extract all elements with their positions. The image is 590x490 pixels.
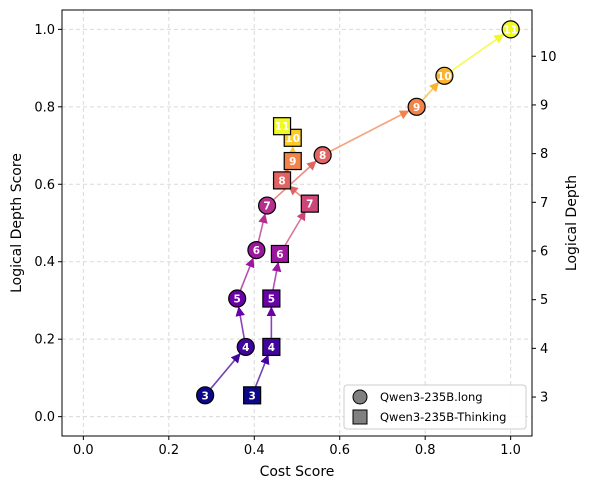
circle-point-depth-6[interactable]: 6 (247, 241, 266, 260)
square-point-depth-8[interactable]: 8 (272, 171, 292, 190)
circle-marker (196, 386, 215, 405)
plot-frame (61, 9, 533, 437)
circle-marker (257, 196, 277, 215)
series-0-segment (451, 33, 505, 72)
series-1-segment (283, 210, 306, 247)
y2-axis-title: Logical Depth (564, 175, 580, 271)
square-marker (243, 386, 262, 405)
y2-tick-label: 5 (540, 293, 548, 308)
square-marker (262, 289, 281, 308)
grid (62, 10, 532, 436)
x-tick-label: 0.2 (158, 443, 179, 458)
circle-marker (435, 66, 454, 85)
y2-tick-label: 6 (540, 244, 548, 259)
series-1-segment (271, 261, 282, 290)
circle-point-depth-3[interactable]: 3 (196, 386, 215, 405)
axes: 0.0 0.2 0.4 0.6 0.8 1.0 0.0 0.2 0.4 0.6 0.8 1.0 3 4 5 6… (34, 23, 556, 458)
circle-point-depth-5[interactable]: 5 (228, 289, 247, 308)
depth-label: 9 (289, 156, 296, 168)
depth-label: 5 (234, 294, 241, 306)
y-tick-label: 0.4 (34, 255, 55, 270)
x-tick-label: 0.4 (244, 443, 265, 458)
square-point-depth-7[interactable]: 7 (300, 194, 319, 213)
square-marker (283, 151, 302, 171)
square-marker (262, 337, 281, 357)
depth-label: 10 (285, 133, 300, 145)
series-1-segment (288, 185, 304, 199)
depth-label: 11 (503, 24, 518, 36)
series-0-segment (273, 160, 317, 201)
depth-label: 11 (275, 121, 290, 133)
circle-point-depth-9[interactable]: 9 (407, 97, 426, 116)
y-tick-label: 0.0 (34, 410, 55, 425)
square-point-depth-11[interactable]: 11 (272, 117, 292, 136)
y-tick-label: 0.8 (34, 100, 55, 115)
square-point-depth-5[interactable]: 5 (262, 289, 281, 308)
y2-tick-label: 7 (540, 196, 548, 211)
depth-label: 6 (276, 249, 283, 261)
circle-marker (247, 241, 266, 260)
x-tick-label: 0.6 (329, 443, 350, 458)
y2-tick-label: 8 (540, 147, 548, 162)
depth-label: 3 (201, 390, 208, 402)
square-marker (272, 171, 292, 190)
depth-label: 10 (437, 71, 452, 83)
y-tick-label: 0.6 (34, 178, 55, 193)
series-lines (210, 33, 505, 389)
legend-square-swatch (352, 409, 368, 425)
y2-tick-label: 4 (540, 342, 548, 357)
series-1-segment (254, 354, 270, 388)
square-point-depth-4[interactable]: 4 (262, 337, 281, 357)
circle-marker (236, 337, 255, 357)
square-point-depth-6[interactable]: 6 (270, 244, 290, 264)
y2-tick-label: 3 (540, 391, 548, 406)
square-point-depth-9[interactable]: 9 (283, 151, 302, 171)
y-tick-label: 0.2 (34, 333, 55, 348)
series-0-segment (257, 213, 268, 242)
depth-label: 4 (242, 342, 249, 354)
y-tick-label: 1.0 (34, 23, 55, 38)
legend-label: Qwen3-235B-Thinking (380, 410, 506, 424)
square-point-depth-3[interactable]: 3 (243, 386, 262, 405)
x-tick-label: 0.0 (73, 443, 94, 458)
legend-box (343, 384, 527, 430)
x-tick-label: 0.8 (415, 443, 436, 458)
circle-point-depth-4[interactable]: 4 (236, 337, 255, 357)
x-axis-title: Cost Score (260, 464, 335, 480)
legend: Qwen3-235B.long Qwen3-235B-Thinking (343, 384, 527, 430)
x-tick-label: 1.0 (500, 443, 521, 458)
depth-label: 8 (278, 175, 285, 187)
y2-tick-label: 10 (540, 50, 557, 65)
depth-label: 3 (248, 390, 255, 402)
depth-label: 7 (306, 199, 313, 211)
depth-label: 9 (413, 102, 420, 114)
circle-marker (228, 289, 247, 308)
series-0-segment (330, 110, 410, 152)
y-axis-title: Logical Depth Score (9, 153, 25, 293)
square-marker (300, 194, 319, 213)
square-marker (272, 117, 292, 136)
series-0-segment (239, 257, 255, 291)
circle-point-depth-11[interactable]: 11 (501, 20, 520, 39)
circle-marker (501, 20, 520, 39)
circle-marker (407, 97, 426, 116)
square-marker (270, 244, 290, 264)
y2-tick-label: 9 (540, 98, 548, 113)
depth-label: 5 (268, 294, 275, 306)
circle-point-depth-7[interactable]: 7 (257, 196, 277, 215)
circle-marker (313, 146, 332, 165)
legend-label: Qwen3-235B.long (380, 390, 483, 404)
circle-point-depth-8[interactable]: 8 (313, 146, 332, 165)
depth-label: 7 (263, 201, 270, 213)
legend-circle-swatch (352, 389, 368, 405)
depth-label: 4 (268, 342, 275, 354)
depth-label: 8 (319, 150, 326, 162)
series-0-segment (210, 353, 241, 389)
depth-label: 6 (253, 245, 260, 257)
circle-point-depth-10[interactable]: 10 (435, 66, 454, 85)
series-0-segment (422, 81, 440, 101)
series-0-segment (235, 306, 245, 339)
